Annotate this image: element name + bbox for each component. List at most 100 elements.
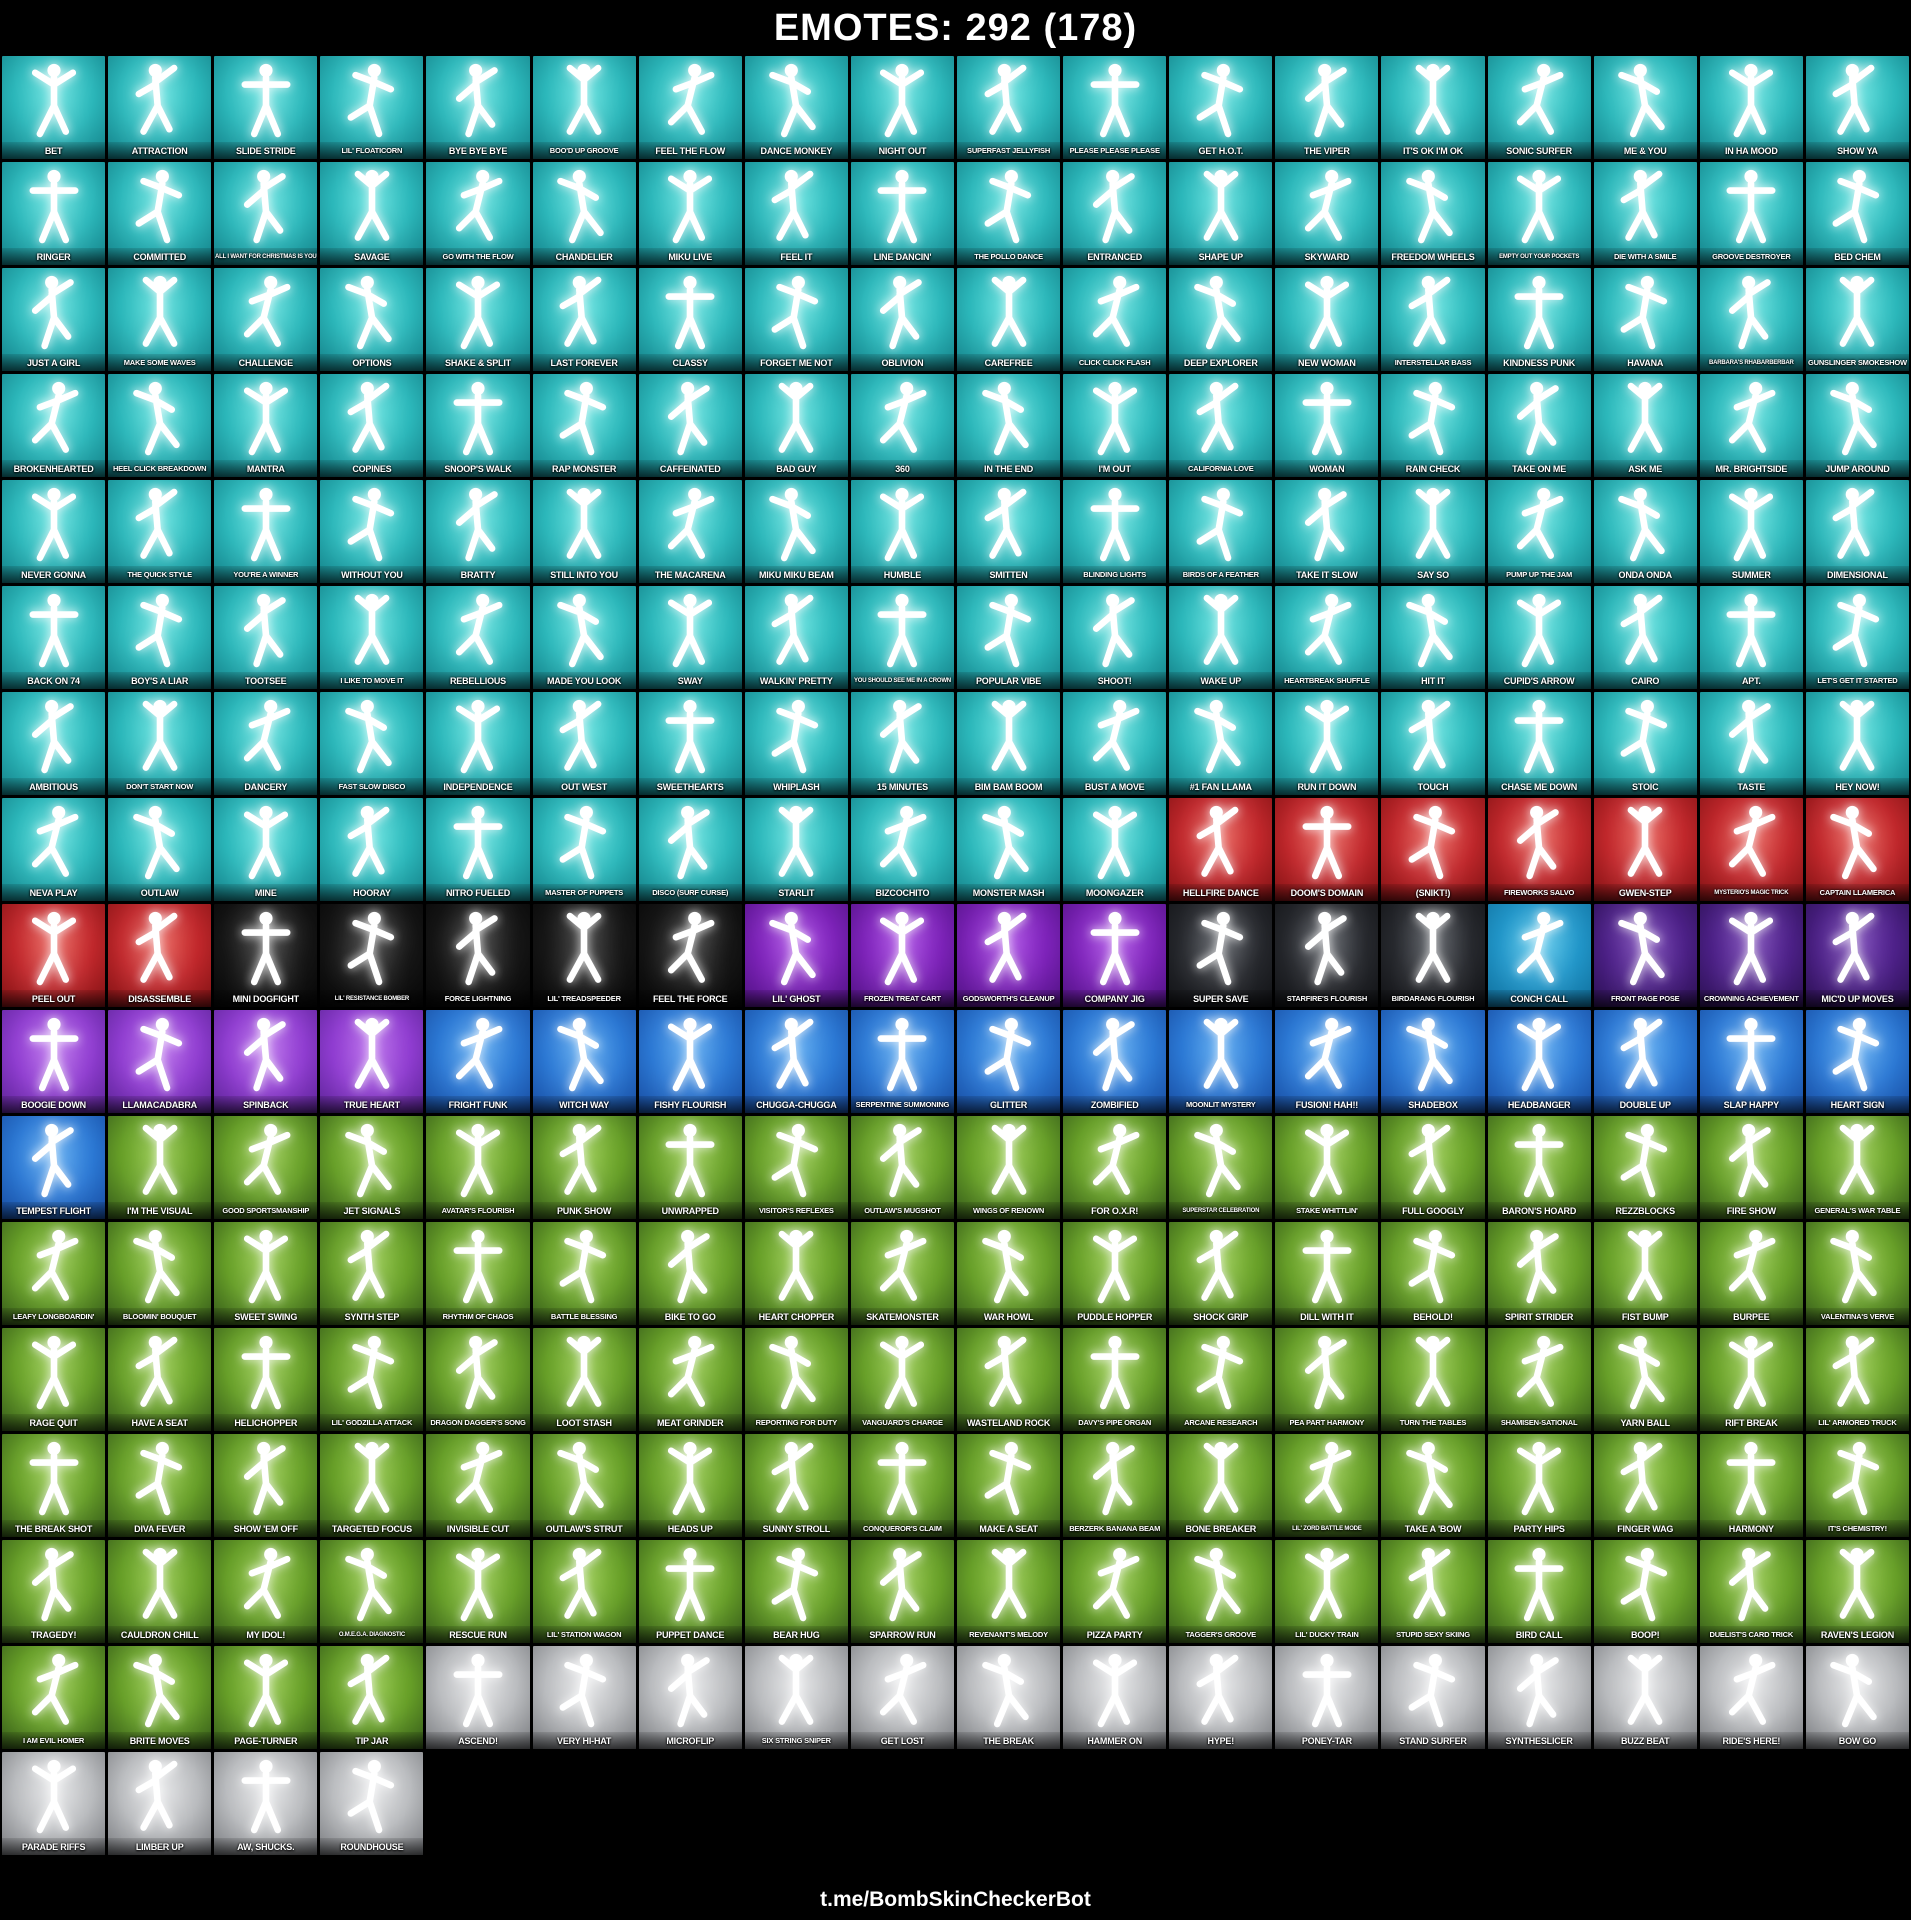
emote-name-label: GUNSLINGER SMOKESHOW <box>1805 354 1909 371</box>
emote-name-label: DIVA FEVER <box>108 1520 212 1537</box>
emote-name-label: CROWNING ACHIEVEMENT <box>1699 990 1803 1007</box>
emote-silhouette-icon <box>765 803 827 883</box>
emote-silhouette-icon <box>1084 909 1146 989</box>
emote-silhouette-icon <box>871 485 933 565</box>
emote-tile: CLICK CLICK FLASH <box>1063 268 1167 371</box>
emote-silhouette-icon <box>23 1015 85 1095</box>
emote-tile: MOONLIT MYSTERY <box>1169 1010 1273 1113</box>
emote-name-label: JUMP AROUND <box>1805 460 1909 477</box>
emote-name-label: WAKE UP <box>1169 672 1273 689</box>
emote-name-label: RINGER <box>2 248 106 265</box>
emote-tile: NEVER GONNA <box>2 480 106 583</box>
emote-silhouette-icon <box>659 61 721 141</box>
emote-silhouette-icon <box>129 697 191 777</box>
emote-silhouette-icon <box>659 1333 721 1413</box>
emote-tile: SKATEMONSTER <box>850 1222 954 1325</box>
emote-name-label: POPULAR VIBE <box>957 672 1061 689</box>
emote-name-label: GO WITH THE FLOW <box>426 248 530 265</box>
emote-name-label: SHADEBOX <box>1381 1096 1485 1113</box>
emote-silhouette-icon <box>447 591 509 671</box>
emote-tile: YARN BALL <box>1593 1328 1697 1431</box>
emote-name-label: STAND SURFER <box>1381 1732 1485 1749</box>
emote-name-label: RAIN CHECK <box>1381 460 1485 477</box>
emote-name-label: OUT WEST <box>532 778 636 795</box>
emote-tile: DISASSEMBLE <box>108 904 212 1007</box>
emote-tile: ARCANE RESEARCH <box>1169 1328 1273 1431</box>
emote-silhouette-icon <box>1402 697 1464 777</box>
emote-tile: SWEET SWING <box>214 1222 318 1325</box>
emote-tile: BEAR HUG <box>744 1540 848 1643</box>
emote-tile: INTERSTELLAR BASS <box>1381 268 1485 371</box>
emote-name-label: BET <box>2 142 106 159</box>
emote-silhouette-icon <box>1084 1439 1146 1519</box>
emote-silhouette-icon <box>1614 697 1676 777</box>
emote-silhouette-icon <box>1508 1121 1570 1201</box>
emote-tile: EMPTY OUT YOUR POCKETS <box>1487 162 1591 265</box>
emote-tile: SMITTEN <box>957 480 1061 583</box>
emote-silhouette-icon <box>1826 1333 1888 1413</box>
emote-silhouette-icon <box>129 1333 191 1413</box>
emote-silhouette-icon <box>447 1015 509 1095</box>
emote-tile: FORGET ME NOT <box>744 268 848 371</box>
emote-silhouette-icon <box>1614 1121 1676 1201</box>
emote-name-label: FOR O.X.R! <box>1063 1202 1167 1219</box>
emote-silhouette-icon <box>447 379 509 459</box>
emote-silhouette-icon <box>1826 1227 1888 1307</box>
emote-silhouette-icon <box>765 909 827 989</box>
emote-tile: FREEDOM WHEELS <box>1381 162 1485 265</box>
emote-silhouette-icon <box>447 1121 509 1201</box>
emote-tile: WITHOUT YOU <box>320 480 424 583</box>
emote-tile: KINDNESS PUNK <box>1487 268 1591 371</box>
emote-silhouette-icon <box>129 909 191 989</box>
emote-tile: BOW GO <box>1805 1646 1909 1749</box>
emote-tile: SIX STRING SNIPER <box>744 1646 848 1749</box>
emote-silhouette-icon <box>1190 591 1252 671</box>
emote-name-label: TEMPEST FLIGHT <box>2 1202 106 1219</box>
emote-silhouette-icon <box>978 485 1040 565</box>
emote-name-label: SMITTEN <box>957 566 1061 583</box>
emote-tile: SAVAGE <box>320 162 424 265</box>
emote-silhouette-icon <box>1084 167 1146 247</box>
emote-name-label: PARTY HIPS <box>1487 1520 1591 1537</box>
emote-tile: (SNIKT!) <box>1381 798 1485 901</box>
emote-silhouette-icon <box>341 697 403 777</box>
emote-tile: LIL' ZORD BATTLE MODE <box>1275 1434 1379 1537</box>
emote-silhouette-icon <box>553 1121 615 1201</box>
emote-name-label: MASTER OF PUPPETS <box>532 884 636 901</box>
emote-tile: IT'S CHEMISTRY! <box>1805 1434 1909 1537</box>
emote-tile: NITRO FUELED <box>426 798 530 901</box>
emote-tile: WASTELAND ROCK <box>957 1328 1061 1431</box>
emote-tile: CHUGGA-CHUGGA <box>744 1010 848 1113</box>
emote-silhouette-icon <box>1296 1121 1358 1201</box>
emote-name-label: SKATEMONSTER <box>850 1308 954 1325</box>
emote-silhouette-icon <box>1296 1439 1358 1519</box>
emote-silhouette-icon <box>235 61 297 141</box>
emote-silhouette-icon <box>765 1651 827 1731</box>
emote-name-label: ASCEND! <box>426 1732 530 1749</box>
emote-tile: FUSION! HAH!! <box>1275 1010 1379 1113</box>
emote-silhouette-icon <box>1826 1015 1888 1095</box>
emote-tile: SLIDE STRIDE <box>214 56 318 159</box>
emote-name-label: KINDNESS PUNK <box>1487 354 1591 371</box>
emote-silhouette-icon <box>553 379 615 459</box>
emote-name-label: HEADBANGER <box>1487 1096 1591 1113</box>
emote-name-label: YOU SHOULD SEE ME IN A CROWN <box>850 672 954 689</box>
emote-silhouette-icon <box>447 61 509 141</box>
emote-silhouette-icon <box>1720 909 1782 989</box>
emote-silhouette-icon <box>1508 1651 1570 1731</box>
emote-tile: ASK ME <box>1593 374 1697 477</box>
emote-name-label: NEVER GONNA <box>2 566 106 583</box>
emote-name-label: MIC'D UP MOVES <box>1805 990 1909 1007</box>
emote-name-label: LIL' GODZILLA ATTACK <box>320 1414 424 1431</box>
emote-tile: INVISIBLE CUT <box>426 1434 530 1537</box>
footer-link[interactable]: t.me/BombSkinCheckerBot <box>820 1888 1091 1911</box>
emote-name-label: MIKU MIKU BEAM <box>744 566 848 583</box>
emote-name-label: #1 FAN LLAMA <box>1169 778 1273 795</box>
emote-name-label: TURN THE TABLES <box>1381 1414 1485 1431</box>
emote-tile: DAVY'S PIPE ORGAN <box>1063 1328 1167 1431</box>
emote-tile: OPTIONS <box>320 268 424 371</box>
emote-name-label: NEW WOMAN <box>1275 354 1379 371</box>
emote-tile: FIREWORKS SALVO <box>1487 798 1591 901</box>
emote-name-label: CHALLENGE <box>214 354 318 371</box>
emote-name-label: SERPENTINE SUMMONING <box>850 1096 954 1113</box>
